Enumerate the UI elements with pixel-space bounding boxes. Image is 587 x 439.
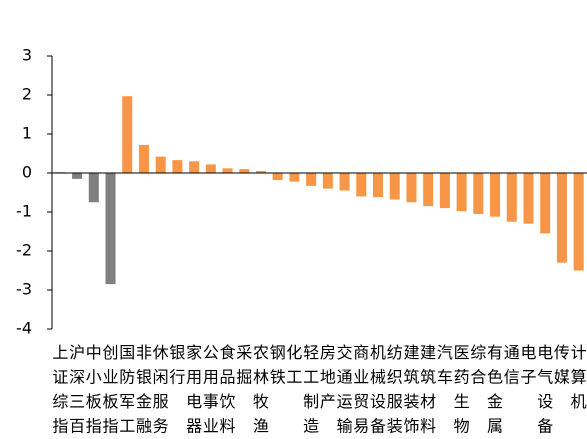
x-tick-label: 采掘: [236, 343, 252, 387]
x-tick-label: 纺织服装: [387, 343, 403, 436]
bar: [456, 173, 467, 212]
x-tick-label: 综合: [470, 343, 486, 387]
y-tick-label: -2: [16, 241, 32, 260]
y-tick-label: 2: [22, 85, 32, 104]
x-tick-label: 轻工制造: [303, 343, 319, 436]
x-tick-label: 房地产: [320, 343, 336, 411]
y-tick-label: -4: [16, 319, 32, 338]
bar: [72, 173, 83, 179]
bar: [239, 169, 250, 173]
bar: [423, 173, 434, 207]
bar: [155, 156, 166, 173]
bar: [255, 171, 266, 173]
x-tick-label: 汽车: [437, 343, 453, 387]
x-tick-label: 建筑装饰: [403, 343, 419, 436]
bar: [289, 173, 300, 182]
x-tick-label: 国防军工: [119, 343, 135, 436]
x-tick-label: 创业板指: [103, 343, 119, 436]
bar: [540, 173, 551, 234]
x-tick-label: 机械设备: [370, 343, 386, 436]
bar: [573, 173, 584, 271]
y-tick-label: 3: [22, 46, 32, 65]
bar: [122, 96, 133, 173]
x-tick-label: 家用电器: [186, 343, 202, 436]
bar: [406, 173, 417, 203]
bar: [105, 173, 116, 285]
x-tick-label: 有色金属: [487, 343, 503, 436]
x-tick-label: 化工: [286, 343, 302, 387]
x-tick-label: 计算机: [571, 343, 587, 411]
x-tick-label: 公用事业: [203, 343, 219, 436]
x-tick-label: 建筑材料: [420, 343, 436, 436]
bar: [205, 164, 216, 173]
x-tick-label: 电子: [520, 343, 536, 387]
bar: [356, 173, 367, 197]
bar: [473, 173, 484, 214]
x-tick-label: 传媒: [554, 343, 570, 387]
x-tick-label: 银行: [169, 343, 185, 387]
bar: [272, 173, 283, 181]
x-tick-label: 通信: [504, 343, 520, 387]
bar: [523, 173, 534, 224]
bar: [222, 168, 233, 173]
x-tick-label: 农林牧渔: [253, 343, 269, 436]
x-tick-label: 沪深三百: [69, 343, 85, 436]
x-tick-label: 医药生物: [454, 343, 470, 436]
bar: [322, 173, 333, 189]
bar: [490, 173, 501, 217]
x-tick-label: 交通运输: [337, 343, 353, 436]
y-tick-label: -1: [16, 202, 32, 221]
x-tick-label: 商业贸易: [353, 343, 369, 436]
bar: [373, 173, 384, 198]
x-tick-label: 电气设备: [537, 343, 553, 436]
y-tick-label: 1: [22, 124, 32, 143]
bar: [389, 173, 400, 200]
y-tick-label: -3: [16, 280, 32, 299]
x-tick-label: 上证综指: [52, 343, 68, 436]
bar: [506, 173, 517, 222]
bar: [306, 173, 317, 186]
bar: [172, 160, 183, 173]
bar: [189, 161, 200, 173]
x-tick-label: 钢铁: [270, 343, 286, 387]
bar: [439, 173, 450, 209]
x-tick-label: 中小板指: [86, 343, 102, 436]
x-tick-label: 休闲服务: [153, 343, 169, 436]
x-tick-label: 非银金融: [136, 343, 152, 436]
y-tick-label: 0: [22, 163, 32, 182]
x-tick-label: 食品饮料: [220, 343, 236, 436]
bar: [88, 173, 99, 203]
bar: [556, 173, 567, 263]
bar: [138, 144, 149, 173]
bar: [339, 173, 350, 191]
